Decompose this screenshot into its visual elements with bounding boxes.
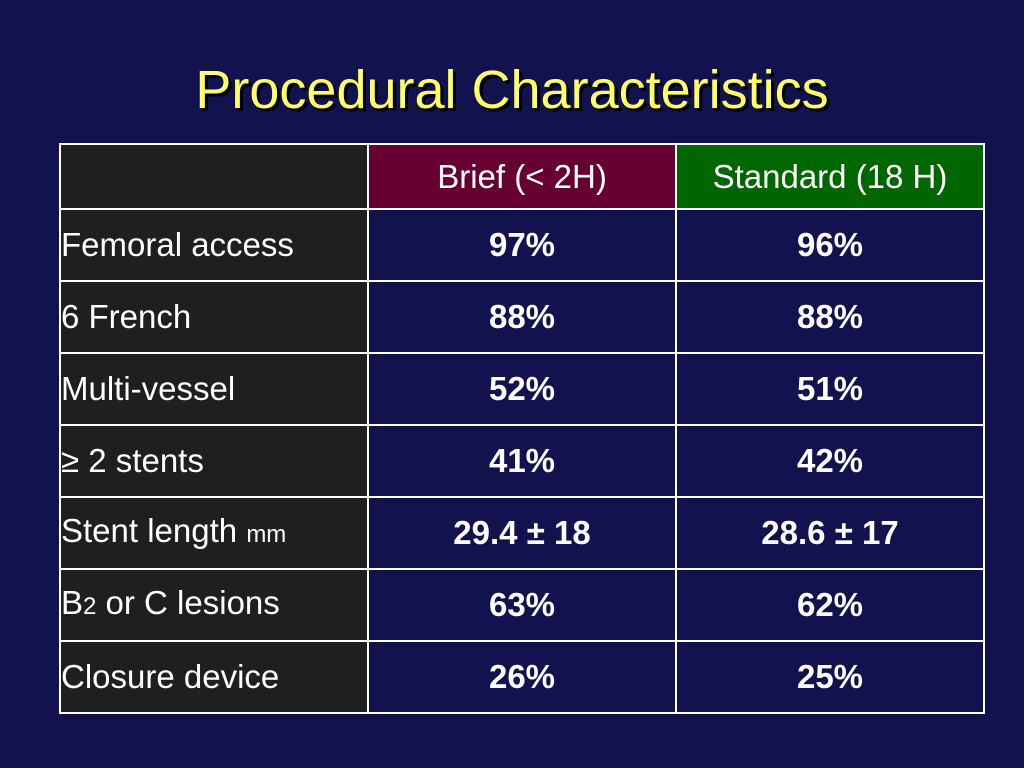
table-row: Stent length mm 29.4 ± 18 28.6 ± 17 — [59, 496, 985, 570]
procedural-characteristics-table: Brief (< 2H) Standard (18 H) Femoral acc… — [59, 143, 985, 714]
value-brief: 52% — [367, 352, 677, 426]
table-row: Femoral access 97% 96% — [59, 208, 985, 282]
value-brief: 41% — [367, 424, 677, 498]
row-label-6-french: 6 French — [59, 280, 369, 354]
row-label-text: Stent length — [61, 512, 247, 549]
unit-label: mm — [246, 521, 287, 548]
row-label-rest: or C lesions — [96, 584, 280, 621]
value-brief: 63% — [367, 568, 677, 642]
value-brief: 97% — [367, 208, 677, 282]
table-row: B2 or C lesions 63% 62% — [59, 568, 985, 642]
column-header-brief: Brief (< 2H) — [367, 143, 677, 210]
value-brief: 26% — [367, 640, 677, 714]
slide-title: Procedural Characteristics — [195, 60, 829, 120]
value-brief: 88% — [367, 280, 677, 354]
subscript-label: 2 — [83, 593, 97, 620]
value-standard: 51% — [675, 352, 985, 426]
value-standard: 28.6 ± 17 — [675, 496, 985, 570]
corner-cell — [59, 143, 369, 210]
row-label-lesions: B2 or C lesions — [59, 568, 369, 642]
row-label-stents: ≥ 2 stents — [59, 424, 369, 498]
row-label-multi-vessel: Multi-vessel — [59, 352, 369, 426]
table-row: Multi-vessel 52% 51% — [59, 352, 985, 426]
row-label-closure-device: Closure device — [59, 640, 369, 714]
value-standard: 96% — [675, 208, 985, 282]
table-header-row: Brief (< 2H) Standard (18 H) — [59, 143, 985, 210]
table-row: ≥ 2 stents 41% 42% — [59, 424, 985, 498]
table-row: 6 French 88% 88% — [59, 280, 985, 354]
row-label-femoral-access: Femoral access — [59, 208, 369, 282]
table-row: Closure device 26% 25% — [59, 640, 985, 714]
row-label-stent-length: Stent length mm — [59, 496, 369, 570]
value-standard: 25% — [675, 640, 985, 714]
value-brief: 29.4 ± 18 — [367, 496, 677, 570]
value-standard: 88% — [675, 280, 985, 354]
column-header-standard: Standard (18 H) — [675, 143, 985, 210]
value-standard: 42% — [675, 424, 985, 498]
row-label-text: B — [61, 584, 84, 621]
value-standard: 62% — [675, 568, 985, 642]
